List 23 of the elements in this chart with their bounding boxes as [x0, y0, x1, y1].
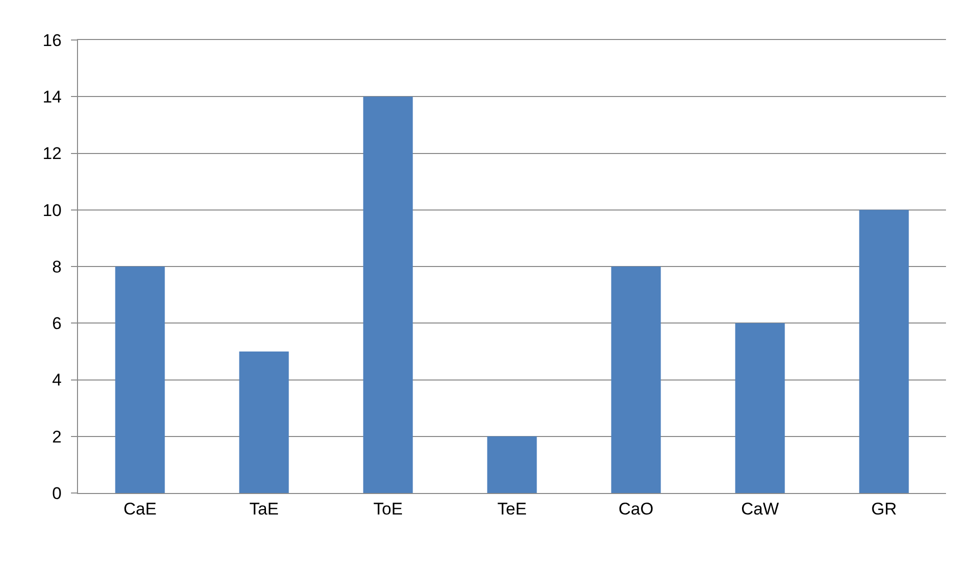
x-tick-label: ToE — [373, 499, 403, 518]
bar — [115, 266, 165, 493]
y-tick-label: 6 — [52, 314, 62, 334]
bar — [487, 436, 537, 493]
y-tick-label: 14 — [42, 88, 62, 107]
x-tick-label: TeE — [497, 499, 527, 518]
bar — [859, 210, 909, 493]
x-tick-label: CaE — [123, 499, 157, 518]
bar — [363, 96, 413, 493]
y-tick-label: 0 — [52, 484, 62, 503]
bar — [239, 351, 289, 493]
x-tick-label: CaW — [741, 499, 779, 518]
y-tick-label: 12 — [42, 144, 62, 164]
bar — [611, 266, 661, 493]
x-tick-label: CaO — [618, 499, 654, 518]
y-tick-label: 4 — [52, 370, 62, 390]
y-tick-label: 8 — [52, 257, 62, 276]
bar — [735, 323, 785, 493]
y-tick-label: 16 — [42, 30, 62, 50]
y-tick-label: 10 — [42, 200, 62, 220]
y-tick-label: 2 — [52, 427, 62, 446]
x-tick-label: TaE — [249, 499, 279, 518]
x-tick-label: GR — [871, 499, 897, 518]
